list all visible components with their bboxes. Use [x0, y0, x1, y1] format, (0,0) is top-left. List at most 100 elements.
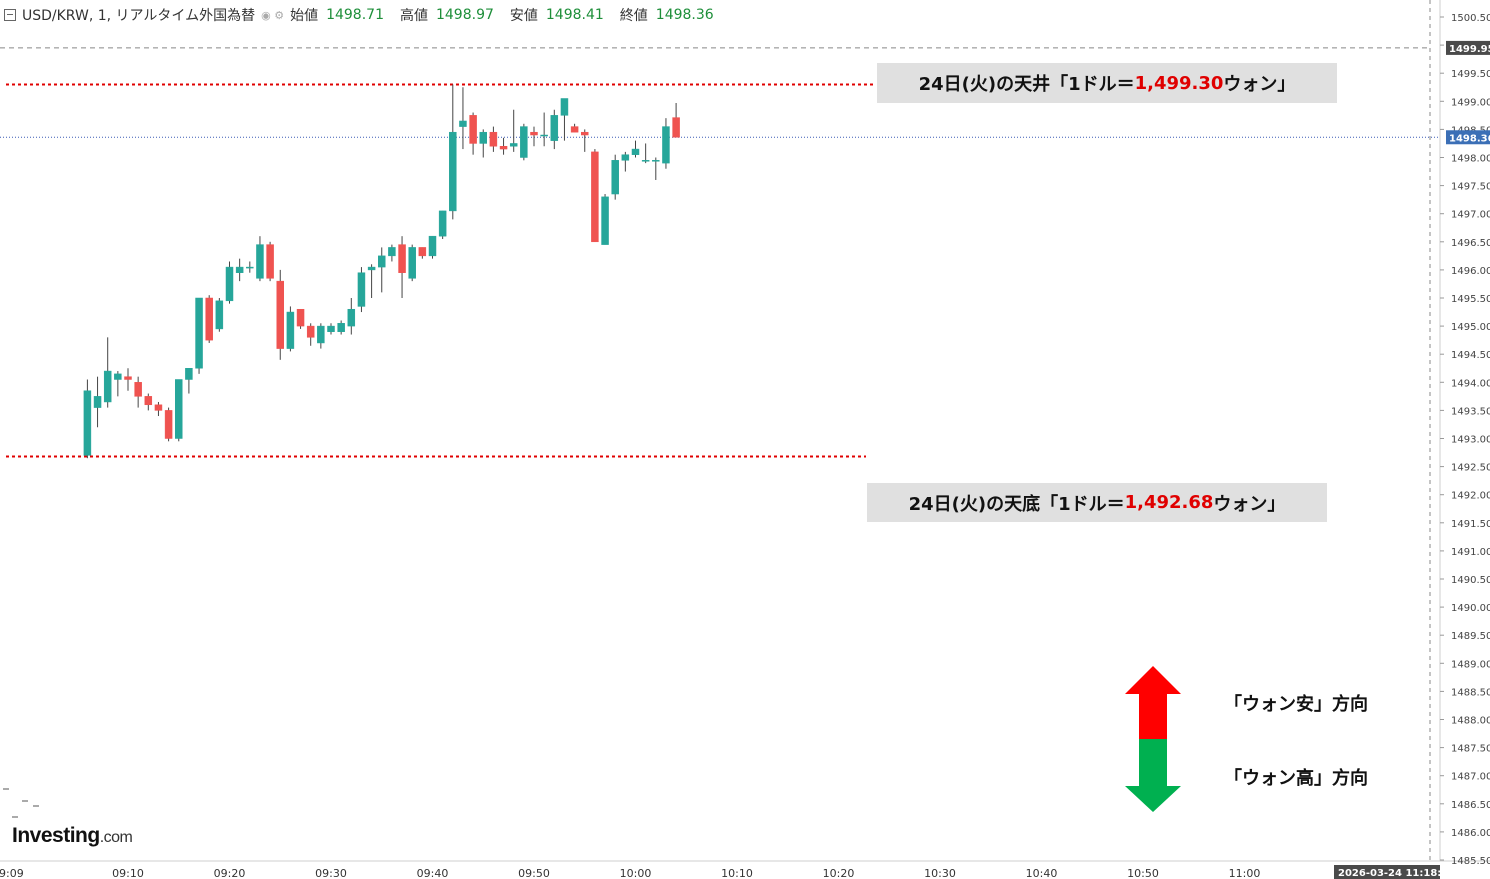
candle	[225, 261, 234, 304]
candle-body-down	[296, 308, 305, 327]
candle-body-up	[103, 370, 112, 403]
candle-body-down	[276, 280, 284, 349]
open-value: 1498.71	[326, 7, 384, 23]
candle	[246, 261, 254, 273]
y-tick-label: 1489.50	[1451, 631, 1490, 642]
candle-body-down	[591, 151, 599, 243]
y-tick-label: 1499.50	[1451, 69, 1490, 80]
candle	[449, 84, 457, 220]
candle	[611, 154, 619, 200]
candle-body-down	[266, 244, 274, 279]
candle-body-up	[509, 143, 518, 147]
candle-body-down	[672, 117, 680, 138]
y-tick-label: 1486.50	[1451, 800, 1490, 811]
y-tick-label: 1486.00	[1451, 828, 1490, 839]
candle-body-up	[611, 160, 619, 195]
candle	[327, 323, 335, 335]
y-tick-label: 1496.50	[1451, 238, 1490, 249]
candle	[418, 247, 427, 259]
y-tick-label: 1488.50	[1451, 687, 1490, 698]
candle	[672, 102, 680, 138]
candle	[398, 236, 406, 298]
symbol-title[interactable]: USD/KRW, 1, リアルタイム外国為替	[22, 8, 256, 24]
y-tick-label: 1491.00	[1451, 547, 1490, 558]
candle	[479, 129, 487, 158]
logo-suffix: .com	[99, 829, 133, 846]
candle	[560, 98, 569, 141]
x-tick-label: 09:40	[417, 867, 449, 879]
low-annotation-prefix: 24日(火)の天底「1ドル＝	[908, 493, 1125, 515]
candle	[256, 236, 264, 282]
candle-body-up	[438, 210, 447, 237]
y-tick-label: 1490.50	[1451, 575, 1490, 586]
y-tick-label: 1495.00	[1451, 322, 1490, 333]
x-tick-label: 10:40	[1026, 867, 1058, 879]
x-tick-label: 09:10	[112, 867, 144, 879]
candle	[581, 129, 589, 152]
candle	[489, 126, 498, 152]
candle-body-down	[489, 131, 498, 147]
date-badge-bg	[1334, 865, 1440, 879]
candle-body-up	[367, 266, 376, 271]
candle	[103, 337, 112, 408]
candle-body-up	[215, 300, 224, 330]
candle-body-up	[114, 373, 122, 380]
logo-main: Investing	[12, 824, 100, 847]
y-tick-label: 1492.50	[1451, 463, 1490, 474]
candle-body-down	[124, 376, 132, 380]
y-tick-label: 1492.00	[1451, 491, 1490, 502]
candle-body-down	[530, 131, 538, 136]
candle-body-down	[144, 396, 153, 406]
close-label: 終値	[619, 8, 648, 24]
high-annotation: 24日(火)の天井「1ドル＝ 1,499.30 ウォン」	[877, 63, 1337, 103]
candle	[428, 235, 437, 259]
candle	[641, 143, 650, 164]
last-price-badge: 1498.36	[1449, 133, 1490, 144]
candle	[520, 123, 528, 161]
candle-body-up	[449, 131, 457, 212]
candle-body-up	[560, 98, 569, 116]
high-annotation-suffix: ウォン」	[1223, 74, 1296, 95]
candle-body-up	[459, 120, 467, 127]
candle-body-up	[317, 325, 325, 344]
candle-body-down	[306, 325, 315, 338]
collapse-icon[interactable]	[4, 9, 16, 21]
candle	[164, 407, 173, 442]
candle	[530, 126, 538, 147]
candle	[662, 118, 670, 169]
candle-body-up	[550, 115, 559, 141]
y-tick-label: 1493.50	[1451, 406, 1490, 417]
low-annotation: 24日(火)の天底「1ドル＝ 1,492.68 ウォン」	[867, 483, 1327, 522]
candle-body-down	[418, 247, 427, 257]
candle	[652, 157, 660, 180]
candle-body-up	[601, 196, 609, 245]
candle-body-down	[570, 126, 579, 133]
y-tick-label: 1485.50	[1451, 856, 1490, 867]
candle	[114, 371, 122, 397]
candle	[367, 264, 376, 298]
x-tick-label: 10:30	[924, 867, 956, 879]
candle-body-down	[164, 410, 173, 439]
candle-body-down	[469, 115, 477, 144]
candle-body-up	[235, 266, 244, 273]
visibility-icon[interactable]: ◉ ⚙	[261, 8, 285, 22]
candle	[185, 368, 193, 394]
x-tick-label: 10:50	[1127, 867, 1159, 879]
x-tick-label-partial: 09:09	[0, 867, 24, 879]
candle	[438, 210, 447, 239]
candle-body-up	[357, 272, 366, 307]
candle	[337, 320, 345, 335]
candle-body-up	[540, 134, 548, 137]
candle-body-up	[93, 396, 102, 408]
y-tick-label: 1497.00	[1451, 210, 1490, 221]
high-value: 1498.97	[435, 7, 494, 23]
candle-body-up	[428, 235, 437, 257]
high-annotation-value: 1,499.30	[1134, 72, 1224, 94]
low-annotation-suffix: ウォン」	[1213, 493, 1286, 515]
candle	[388, 244, 396, 262]
y-tick-label: 1494.00	[1451, 378, 1490, 389]
candle-body-up	[337, 323, 345, 332]
legend-down-label: 「ウォン高」方向	[1224, 768, 1368, 789]
